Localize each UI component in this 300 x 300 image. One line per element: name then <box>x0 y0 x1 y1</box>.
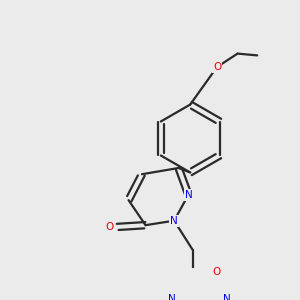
Text: N: N <box>223 294 231 300</box>
Text: O: O <box>213 62 221 72</box>
Text: O: O <box>106 222 114 232</box>
Text: N: N <box>184 190 192 200</box>
Text: N: N <box>170 216 178 226</box>
Text: O: O <box>212 267 220 277</box>
Text: N: N <box>169 294 176 300</box>
